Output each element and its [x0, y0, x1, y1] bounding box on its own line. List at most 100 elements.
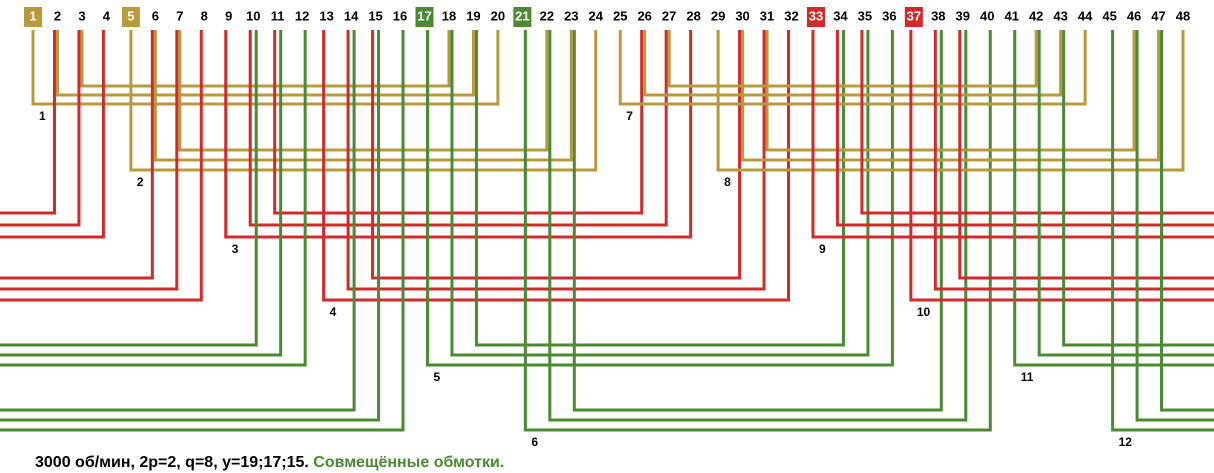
slot-number: 24 [589, 8, 604, 23]
group-label: 1 [39, 109, 46, 123]
coil [860, 30, 1214, 215]
slot-number: 27 [662, 8, 676, 23]
coil [80, 30, 451, 88]
slot-number: 10 [246, 8, 260, 23]
slot-number: 26 [637, 8, 651, 23]
coil [0, 30, 154, 280]
slot-number: 25 [613, 8, 627, 23]
slot-number: 23 [564, 8, 578, 23]
slot-highlight [24, 7, 42, 27]
caption: 3000 об/мин, 2p=2, q=8, y=19;17;15. Совм… [35, 454, 504, 471]
slot-number: 30 [735, 8, 749, 23]
slot-number: 20 [491, 8, 505, 23]
coil [0, 30, 307, 367]
caption-note: Совмещённые обмотки. [313, 454, 504, 471]
slot-number: 5 [127, 8, 134, 23]
slot-number: 31 [760, 8, 774, 23]
slot-number: 40 [980, 8, 994, 23]
coil [0, 30, 283, 357]
coil [322, 30, 791, 302]
slot-highlight [513, 7, 532, 27]
coil [0, 30, 179, 291]
slot-number: 41 [1004, 8, 1018, 23]
slot-number: 33 [809, 8, 823, 23]
slot-highlight [121, 7, 140, 27]
coil [0, 30, 81, 227]
coil [178, 30, 549, 152]
slot-number: 6 [152, 8, 159, 23]
slot-number: 12 [295, 8, 309, 23]
coil [248, 30, 668, 227]
slot-number: 13 [319, 8, 333, 23]
group-label: 8 [724, 175, 731, 189]
slot-number: 43 [1053, 8, 1067, 23]
coil [1111, 30, 1214, 432]
coil [0, 30, 405, 432]
coil [1160, 30, 1214, 412]
group-label: 5 [433, 370, 440, 384]
coil [933, 30, 1214, 291]
slot-number: 11 [271, 8, 285, 23]
coil [811, 30, 1214, 239]
group-label: 10 [917, 305, 931, 319]
group-label: 11 [1021, 370, 1034, 384]
coil [371, 30, 742, 280]
coil [0, 30, 56, 215]
slot-number: 8 [201, 8, 208, 23]
coil [153, 30, 573, 162]
coil [0, 30, 258, 347]
slot-number: 18 [442, 8, 456, 23]
slot-number: 3 [78, 8, 85, 23]
coil [1135, 30, 1214, 422]
coil [741, 30, 1161, 162]
coil [667, 30, 1038, 88]
coil [474, 30, 845, 347]
slot-highlight [806, 7, 825, 27]
group-label: 9 [819, 242, 826, 256]
slot-number: 19 [466, 8, 480, 23]
coil [450, 30, 870, 357]
group-label: 7 [626, 109, 633, 123]
slot-number: 42 [1029, 8, 1043, 23]
coil [0, 30, 381, 422]
slot-number: 7 [176, 8, 183, 23]
coil [55, 30, 475, 97]
slot-number: 37 [907, 8, 921, 23]
group-label: 3 [232, 242, 239, 256]
coil [0, 30, 203, 302]
slot-number: 45 [1102, 8, 1116, 23]
slot-number: 35 [858, 8, 872, 23]
slot-number: 47 [1151, 8, 1165, 23]
group-label: 4 [330, 305, 337, 319]
coil [716, 30, 1185, 172]
slot-number: 28 [686, 8, 700, 23]
slot-number: 46 [1127, 8, 1141, 23]
group-label: 12 [1119, 435, 1133, 449]
coil [572, 30, 943, 412]
coil [958, 30, 1214, 280]
slot-number: 44 [1078, 8, 1093, 23]
group-label: 6 [531, 435, 538, 449]
slot-highlight [904, 7, 923, 27]
coil [31, 30, 500, 106]
slot-number: 34 [833, 8, 848, 23]
coil [643, 30, 1063, 97]
slot-number: 14 [344, 8, 359, 23]
coil [1062, 30, 1214, 347]
slot-number: 36 [882, 8, 896, 23]
coil [0, 30, 105, 239]
coil [0, 30, 356, 412]
slot-number: 17 [417, 8, 431, 23]
slot-number: 48 [1176, 8, 1190, 23]
coil [618, 30, 1087, 106]
slot-number: 32 [784, 8, 798, 23]
slot-highlight [415, 7, 434, 27]
slot-number: 4 [103, 8, 111, 23]
slot-number: 2 [54, 8, 61, 23]
slot-number: 29 [711, 8, 725, 23]
slot-number: 21 [515, 8, 529, 23]
coil [273, 30, 644, 215]
slot-number: 16 [393, 8, 407, 23]
slot-number: 39 [956, 8, 970, 23]
coil [425, 30, 894, 367]
